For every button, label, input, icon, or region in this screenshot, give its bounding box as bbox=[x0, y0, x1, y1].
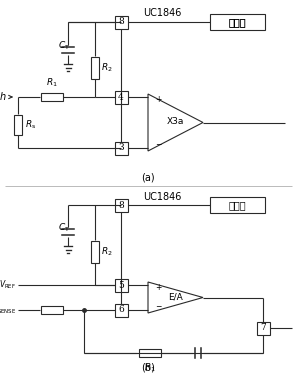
Text: 3: 3 bbox=[118, 144, 124, 152]
Text: 7: 7 bbox=[260, 324, 266, 333]
Bar bbox=[41, 306, 63, 314]
Text: (a): (a) bbox=[141, 173, 155, 183]
Text: $R_1$: $R_1$ bbox=[46, 76, 58, 89]
Bar bbox=[210, 197, 265, 213]
Bar bbox=[41, 93, 63, 101]
Bar bbox=[115, 279, 127, 291]
Text: $V_{\rm REF}$: $V_{\rm REF}$ bbox=[0, 279, 16, 291]
Text: −: − bbox=[155, 302, 161, 311]
Text: 8: 8 bbox=[118, 200, 124, 209]
Bar bbox=[139, 349, 161, 357]
Text: 振荡器: 振荡器 bbox=[229, 17, 246, 27]
Text: +: + bbox=[155, 94, 161, 104]
Text: (b): (b) bbox=[141, 363, 155, 373]
Text: 8: 8 bbox=[118, 17, 124, 26]
Bar bbox=[91, 57, 99, 79]
Text: $C_{\rm T}$: $C_{\rm T}$ bbox=[58, 222, 70, 234]
Text: 6: 6 bbox=[118, 305, 124, 314]
Bar bbox=[115, 141, 127, 155]
Text: 振荡器: 振荡器 bbox=[229, 200, 246, 210]
Text: 振荡器: 振荡器 bbox=[229, 17, 246, 27]
Text: UC1846: UC1846 bbox=[143, 8, 181, 18]
Text: $R_2$: $R_2$ bbox=[101, 246, 113, 258]
Text: 4: 4 bbox=[118, 93, 124, 102]
Text: −: − bbox=[155, 141, 161, 150]
Text: h: h bbox=[0, 92, 6, 102]
Bar bbox=[210, 14, 265, 30]
Text: $R_{\rm s}$: $R_{\rm s}$ bbox=[25, 119, 36, 131]
Text: E/A: E/A bbox=[168, 292, 183, 301]
Text: $R_2$: $R_2$ bbox=[101, 62, 113, 74]
Text: $R_1$: $R_1$ bbox=[144, 362, 156, 375]
Text: $C_{\rm T}$: $C_{\rm T}$ bbox=[58, 40, 70, 53]
Text: $V_{\rm SENSE}$: $V_{\rm SENSE}$ bbox=[0, 304, 16, 316]
Text: 5: 5 bbox=[118, 280, 124, 290]
Text: X3a: X3a bbox=[167, 117, 184, 126]
Bar bbox=[115, 90, 127, 104]
Bar bbox=[14, 115, 22, 135]
Bar bbox=[115, 198, 127, 212]
Bar bbox=[115, 15, 127, 28]
Bar bbox=[91, 241, 99, 263]
Bar bbox=[257, 322, 269, 335]
Bar bbox=[115, 304, 127, 316]
Text: +: + bbox=[155, 282, 161, 291]
Text: UC1846: UC1846 bbox=[143, 192, 181, 202]
